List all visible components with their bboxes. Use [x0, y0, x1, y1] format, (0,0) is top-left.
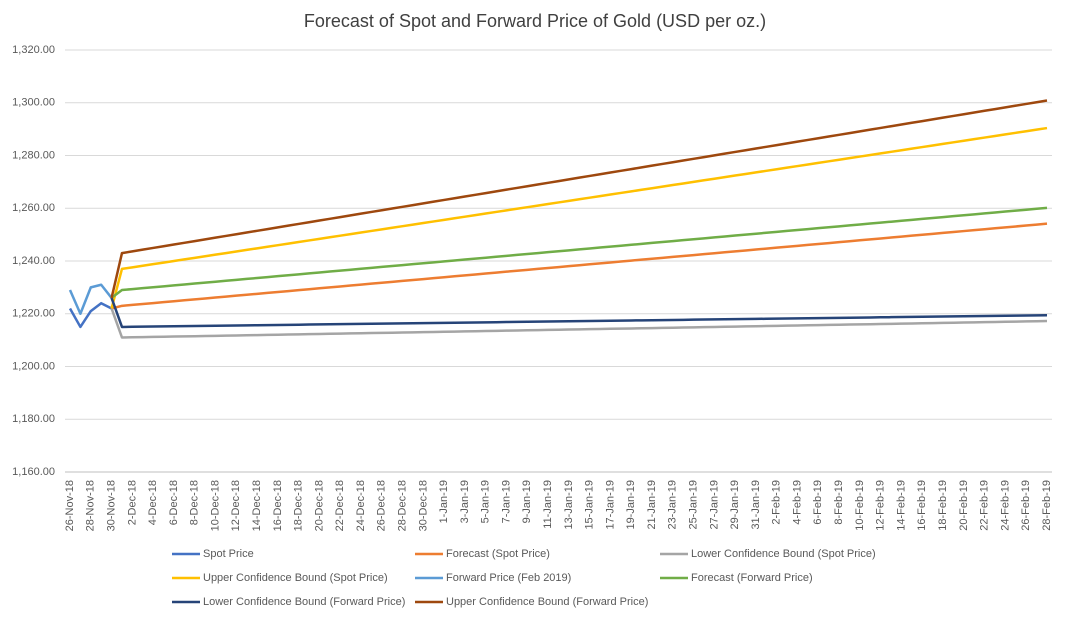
x-tick-label: 18-Feb-19	[937, 480, 949, 531]
x-tick-label: 12-Dec-18	[230, 480, 242, 531]
x-tick-label: 10-Dec-18	[209, 480, 221, 531]
legend-label: Lower Confidence Bound (Forward Price)	[203, 596, 405, 608]
series-line	[110, 297, 1048, 329]
series-line	[111, 222, 1048, 310]
y-tick-label: 1,260.00	[12, 202, 55, 214]
x-tick-label: 30-Dec-18	[417, 480, 429, 531]
y-tick-label: 1,280.00	[12, 149, 55, 161]
x-tick-label: 4-Feb-19	[791, 480, 803, 525]
x-tick-label: 20-Dec-18	[313, 480, 325, 531]
x-tick-label: 5-Jan-19	[480, 480, 492, 523]
series-line	[110, 99, 1048, 299]
y-tick-label: 1,200.00	[12, 360, 55, 372]
y-tick-label: 1,300.00	[12, 97, 55, 109]
x-tick-label: 8-Feb-19	[833, 480, 845, 525]
x-tick-label: 12-Feb-19	[875, 480, 887, 531]
x-tick-label: 8-Dec-18	[189, 480, 201, 525]
x-tick-label: 14-Dec-18	[251, 480, 263, 531]
y-tick-label: 1,320.00	[12, 44, 55, 56]
x-tick-label: 6-Dec-18	[168, 480, 180, 525]
legend-label: Spot Price	[203, 548, 254, 560]
y-tick-label: 1,240.00	[12, 255, 55, 267]
x-tick-label: 13-Jan-19	[563, 480, 575, 530]
x-tick-label: 31-Jan-19	[750, 480, 762, 530]
x-tick-label: 2-Dec-18	[126, 480, 138, 525]
series-line	[68, 283, 113, 315]
legend-label: Forecast (Forward Price)	[691, 572, 813, 584]
x-tick-label: 28-Dec-18	[397, 480, 409, 531]
x-tick-label: 26-Nov-18	[64, 480, 76, 531]
x-tick-label: 26-Feb-19	[1020, 480, 1032, 531]
y-tick-label: 1,180.00	[12, 413, 55, 425]
x-tick-label: 27-Jan-19	[708, 480, 720, 530]
x-tick-label: 9-Jan-19	[521, 480, 533, 523]
x-tick-label: 16-Dec-18	[272, 480, 284, 531]
legend-label: Upper Confidence Bound (Forward Price)	[446, 596, 648, 608]
x-tick-label: 28-Nov-18	[85, 480, 97, 531]
x-tick-label: 11-Jan-19	[542, 480, 554, 529]
x-tick-label: 29-Jan-19	[729, 480, 741, 530]
series-line	[110, 126, 1048, 309]
x-tick-label: 23-Jan-19	[667, 480, 679, 530]
x-tick-label: 14-Feb-19	[895, 480, 907, 531]
y-tick-label: 1,220.00	[12, 308, 55, 320]
x-tick-label: 10-Feb-19	[854, 480, 866, 531]
series-line	[110, 308, 1048, 339]
x-tick-label: 3-Jan-19	[459, 480, 471, 523]
x-tick-label: 1-Jan-19	[438, 480, 450, 523]
x-tick-label: 21-Jan-19	[646, 480, 658, 530]
x-tick-label: 28-Feb-19	[1041, 480, 1053, 531]
x-tick-label: 25-Jan-19	[688, 480, 700, 530]
x-tick-label: 22-Feb-19	[979, 480, 991, 531]
y-tick-label: 1,160.00	[12, 466, 55, 478]
x-tick-label: 4-Dec-18	[147, 480, 159, 525]
x-tick-label: 30-Nov-18	[105, 480, 117, 531]
series-line	[110, 206, 1048, 299]
x-tick-label: 22-Dec-18	[334, 480, 346, 531]
x-tick-label: 7-Jan-19	[500, 480, 512, 523]
x-tick-label: 20-Feb-19	[958, 480, 970, 531]
x-tick-label: 18-Dec-18	[293, 480, 305, 531]
x-tick-label: 19-Jan-19	[625, 480, 637, 530]
legend-label: Forecast (Spot Price)	[446, 548, 550, 560]
x-tick-label: 16-Feb-19	[916, 480, 928, 531]
series-line	[68, 301, 113, 329]
x-tick-label: 2-Feb-19	[771, 480, 783, 525]
legend-label: Forward Price (Feb 2019)	[446, 572, 571, 584]
legend-label: Lower Confidence Bound (Spot Price)	[691, 548, 876, 560]
x-tick-label: 24-Feb-19	[999, 480, 1011, 531]
x-tick-label: 26-Dec-18	[376, 480, 388, 531]
x-tick-label: 24-Dec-18	[355, 480, 367, 531]
legend-label: Upper Confidence Bound (Spot Price)	[203, 572, 388, 584]
chart-title: Forecast of Spot and Forward Price of Go…	[304, 11, 766, 31]
x-tick-label: 15-Jan-19	[584, 480, 596, 530]
x-tick-label: 6-Feb-19	[812, 480, 824, 525]
x-tick-label: 17-Jan-19	[604, 480, 616, 530]
